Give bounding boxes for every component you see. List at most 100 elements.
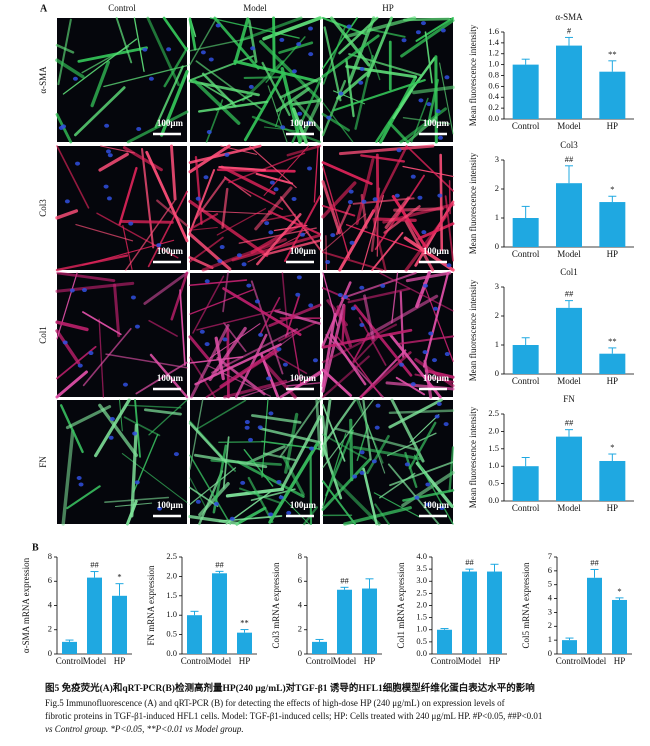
y-tick-label: 3	[548, 606, 552, 616]
nucleus	[418, 98, 424, 103]
nucleus	[414, 495, 420, 500]
fiber	[57, 18, 72, 86]
fiber	[195, 60, 263, 111]
fiber	[208, 326, 247, 381]
fiber	[162, 16, 188, 51]
micrograph	[321, 144, 455, 272]
fiber	[147, 190, 188, 268]
row-label: Col3	[38, 199, 48, 217]
significance-label: *	[610, 184, 614, 194]
fiber	[347, 287, 411, 304]
nucleus	[337, 293, 343, 298]
nucleus	[352, 474, 358, 479]
x-tick-label: HP	[614, 656, 626, 666]
nucleus	[433, 306, 439, 311]
fiber	[395, 376, 426, 396]
fiber	[360, 154, 405, 163]
fiber	[375, 108, 399, 143]
y-tick-label: 0.6	[488, 80, 499, 90]
row-label: FN	[38, 456, 48, 468]
fiber	[325, 429, 354, 497]
fiber	[140, 147, 155, 249]
bar	[587, 577, 602, 654]
fiber	[439, 62, 454, 135]
bar	[87, 577, 102, 654]
fiber	[345, 64, 418, 79]
nucleus	[443, 422, 449, 427]
y-tick-label: 1.0	[166, 609, 177, 619]
nucleus	[280, 125, 286, 130]
fiber	[189, 17, 218, 66]
nucleus	[257, 425, 263, 430]
fiber	[374, 174, 425, 251]
nucleus	[248, 84, 254, 89]
y-tick-label: 1	[495, 212, 499, 222]
nucleus	[410, 174, 416, 179]
fiber	[263, 239, 322, 256]
fiber	[399, 290, 405, 359]
fiber	[388, 333, 442, 399]
nucleus	[308, 52, 314, 57]
fiber	[321, 312, 337, 388]
scale-bar-label: 100μm	[157, 246, 184, 256]
nucleus	[273, 187, 279, 192]
nucleus	[399, 362, 405, 367]
nucleus	[440, 28, 446, 33]
fiber	[358, 399, 386, 474]
x-tick-label: HP	[239, 656, 251, 666]
nucleus	[278, 495, 284, 500]
fiber	[148, 399, 188, 436]
fiber	[125, 499, 138, 526]
fiber	[156, 199, 189, 227]
nucleus	[215, 23, 221, 28]
fiber	[249, 145, 297, 189]
x-tick-label: Control	[306, 656, 334, 666]
fiber	[330, 333, 367, 386]
micrograph	[55, 144, 189, 272]
fiber	[56, 145, 90, 209]
fiber	[333, 478, 381, 526]
fiber	[201, 237, 287, 272]
y-tick-label: 3.5	[416, 563, 427, 573]
x-tick-label: HP	[607, 121, 619, 131]
fiber	[415, 16, 455, 42]
y-tick-label: 3	[495, 154, 499, 164]
fiber	[189, 486, 219, 508]
fiber	[55, 281, 135, 293]
fiber	[413, 454, 454, 525]
fiber	[194, 453, 268, 469]
fiber	[211, 328, 299, 374]
fiber	[274, 309, 321, 325]
micrograph	[188, 398, 322, 526]
nucleus	[346, 24, 352, 29]
fiber	[423, 359, 433, 399]
bar	[599, 353, 626, 374]
fiber	[321, 79, 347, 137]
nucleus	[248, 437, 254, 442]
fiber	[332, 78, 426, 112]
nucleus	[359, 450, 365, 455]
nucleus	[236, 253, 242, 258]
y-tick-label: 2.0	[416, 599, 427, 609]
fiber	[352, 336, 380, 364]
fiber	[59, 404, 84, 454]
nucleus	[444, 352, 450, 357]
bar	[599, 202, 626, 247]
fiber	[98, 403, 139, 458]
bar	[512, 466, 539, 501]
x-tick-label: Model	[557, 249, 581, 259]
chart-title: FN	[563, 394, 575, 404]
fiber	[313, 145, 319, 203]
fiber	[213, 16, 260, 70]
row-label: α-SMA	[38, 66, 48, 94]
fiber	[222, 287, 302, 336]
x-tick-label: HP	[114, 656, 126, 666]
fiber	[338, 209, 376, 272]
fiber	[390, 398, 425, 463]
fiber	[247, 19, 258, 64]
x-tick-label: Model	[557, 121, 581, 131]
y-axis-label: FN mRNA expression	[146, 565, 156, 646]
fiber	[335, 204, 352, 236]
nucleus	[254, 299, 260, 304]
fiber	[55, 329, 81, 365]
